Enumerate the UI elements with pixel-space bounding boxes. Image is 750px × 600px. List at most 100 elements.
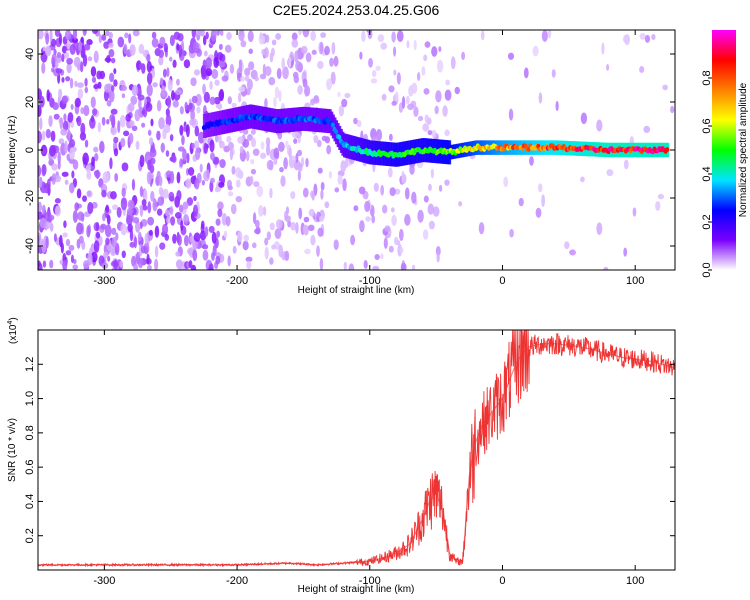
noise-speckle (132, 216, 140, 224)
noise-speckle (411, 264, 416, 270)
noise-speckle (187, 167, 195, 176)
noise-speckle (409, 164, 415, 175)
noise-speckle (434, 105, 439, 115)
noise-speckle (166, 95, 172, 109)
noise-speckle (203, 142, 209, 154)
noise-speckle (61, 95, 68, 105)
noise-speckle (399, 247, 404, 254)
snr-multiplier-base: (x10 (8, 324, 19, 344)
noise-speckle (532, 45, 539, 57)
noise-speckle (57, 151, 61, 164)
noise-speckle (214, 186, 220, 193)
noise-speckle (242, 129, 249, 135)
noise-speckle (264, 47, 269, 59)
noise-speckle (297, 162, 303, 172)
noise-speckle (94, 153, 99, 162)
noise-speckle (305, 52, 312, 63)
noise-speckle (210, 177, 215, 184)
noise-speckle (271, 244, 276, 250)
noise-speckle (253, 181, 260, 188)
noise-speckle (221, 75, 229, 82)
noise-speckle (177, 146, 185, 152)
noise-speckle (55, 68, 63, 74)
noise-speckle (229, 148, 233, 161)
noise-speckle (41, 187, 48, 194)
noise-speckle (176, 171, 181, 184)
noise-speckle (244, 67, 251, 77)
noise-speckle (242, 138, 250, 148)
noise-speckle (182, 148, 187, 162)
noise-speckle (143, 189, 148, 203)
noise-speckle (97, 122, 102, 133)
noise-speckle (152, 199, 158, 212)
noise-speckle (141, 198, 147, 207)
noise-speckle (52, 102, 60, 111)
noise-speckle (606, 63, 610, 71)
noise-speckle (90, 115, 95, 123)
noise-speckle (219, 30, 224, 36)
noise-speckle (377, 34, 385, 43)
noise-speckle (228, 191, 234, 197)
noise-speckle (106, 100, 112, 107)
noise-speckle (430, 168, 434, 179)
noise-speckle (154, 258, 159, 270)
noise-speckle (187, 181, 192, 188)
noise-speckle (49, 259, 54, 269)
noise-speckle (183, 234, 189, 247)
noise-speckle (135, 251, 141, 265)
noise-speckle (41, 163, 47, 176)
noise-speckle (214, 79, 220, 86)
y-tick-label: 1.2 (24, 357, 36, 372)
noise-speckle (438, 184, 443, 192)
noise-speckle (245, 256, 253, 262)
noise-speckle (632, 207, 637, 217)
noise-speckle (342, 178, 347, 192)
noise-speckle (200, 220, 205, 230)
noise-speckle (104, 224, 112, 238)
noise-speckle (109, 72, 115, 83)
noise-speckle (93, 240, 100, 253)
noise-speckle (478, 222, 485, 235)
noise-speckle (421, 66, 426, 76)
noise-speckle (316, 245, 320, 257)
noise-speckle (401, 170, 405, 184)
noise-speckle (131, 178, 136, 191)
noise-speckle (244, 75, 250, 82)
noise-speckle (458, 201, 463, 207)
noise-speckle (68, 244, 75, 251)
noise-speckle (209, 96, 216, 105)
y-tick-label: 1.0 (24, 391, 36, 406)
noise-speckle (95, 221, 100, 232)
noise-speckle (480, 30, 485, 41)
noise-speckle (144, 232, 149, 245)
noise-speckle (274, 86, 280, 99)
noise-speckle (431, 46, 438, 57)
noise-speckle (38, 201, 42, 213)
noise-speckle (394, 236, 399, 245)
noise-speckle (111, 227, 117, 236)
noise-speckle (51, 173, 57, 185)
noise-speckle (121, 162, 129, 172)
noise-speckle (176, 78, 180, 86)
noise-speckle (49, 214, 55, 221)
noise-speckle (319, 42, 324, 54)
noise-speckle (541, 30, 548, 42)
noise-speckle (79, 61, 84, 73)
noise-speckle (125, 214, 133, 226)
noise-speckle (239, 145, 244, 154)
noise-speckle (250, 168, 257, 175)
noise-speckle (192, 41, 199, 53)
noise-speckle (127, 102, 135, 112)
noise-speckle (240, 76, 245, 82)
noise-speckle (76, 188, 82, 199)
noise-speckle (147, 216, 155, 226)
noise-speckle (252, 148, 260, 156)
noise-speckle (249, 175, 254, 185)
noise-speckle (266, 159, 274, 171)
noise-speckle (194, 125, 200, 137)
noise-speckle (129, 120, 135, 127)
noise-speckle (623, 247, 628, 257)
noise-speckle (150, 190, 155, 202)
noise-speckle (189, 235, 196, 243)
noise-speckle (91, 30, 99, 34)
